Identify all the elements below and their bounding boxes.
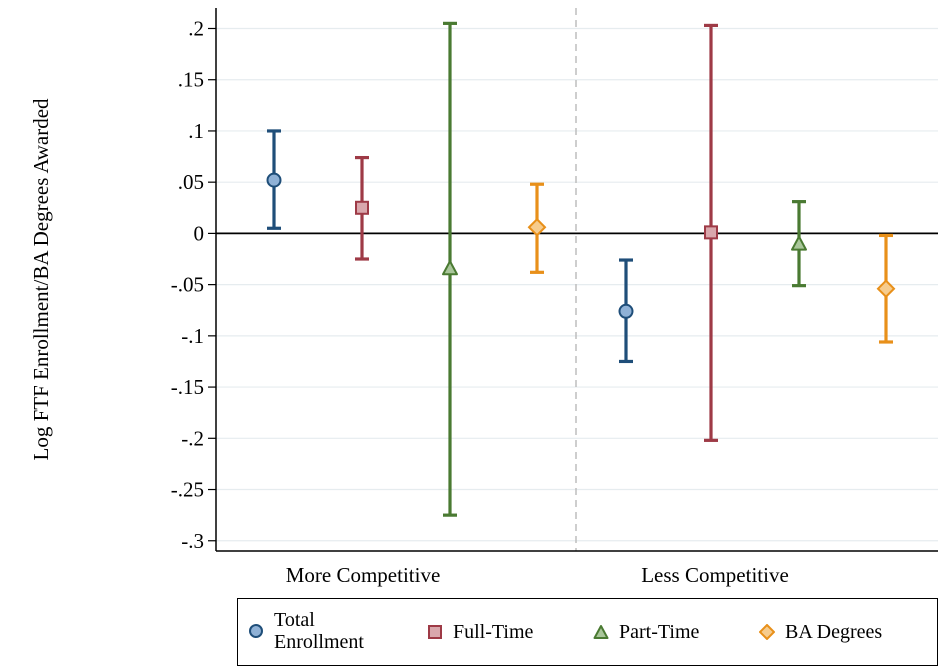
y-tick-label: -.25 [171, 478, 204, 502]
y-tick-label: .1 [188, 119, 204, 143]
chart-area: .2 .15 .1 .05 0 -.05 -.1 -.15 -.2 -.25 -.3 More Com… [29, 8, 938, 587]
legend-label-line-1: Total [274, 609, 315, 631]
y-tick-label: -.3 [181, 529, 204, 553]
legend-item-full-time: Full-Time [427, 621, 533, 643]
point-marker-square [355, 200, 369, 215]
x-group-label: Less Competitive [641, 563, 789, 587]
point-marker-triangle [442, 260, 458, 276]
y-tick-label: -.15 [171, 375, 204, 399]
legend: Total Enrollment Full-Time Part-Time BA … [237, 598, 938, 666]
y-tick-label: .05 [178, 170, 204, 194]
legend-label-full-time: Full-Time [453, 621, 534, 643]
point-marker-diamond [527, 217, 547, 237]
legend-item-ba-degrees: BA Degrees [759, 621, 882, 643]
y-tick-label: 0 [194, 221, 205, 245]
legend-marker-circle-icon [248, 623, 264, 639]
y-tick-label: .15 [178, 68, 204, 92]
y-tick-label: .2 [188, 16, 204, 40]
point-marker-circle [266, 172, 282, 188]
legend-item-part-time: Part-Time [593, 621, 699, 643]
legend-label-ba-degrees: BA Degrees [785, 621, 883, 643]
x-group-label: More Competitive [286, 563, 441, 587]
legend-item-total-enrollment: Total Enrollment [248, 609, 364, 653]
y-tick-label: -.1 [181, 324, 204, 348]
y-axis-title: Log FTF Enrollment/BA Degrees Awarded [29, 98, 53, 461]
y-tick-label: -.05 [171, 273, 204, 297]
legend-label-line-2: Enrollment [274, 631, 364, 653]
point-marker-diamond [876, 279, 896, 299]
y-tick-label: -.2 [181, 426, 204, 450]
point-marker-circle [618, 303, 634, 319]
point-marker-triangle [791, 235, 807, 251]
legend-marker-triangle-icon [593, 624, 609, 640]
legend-marker-square-icon [427, 624, 443, 640]
point-marker-square [704, 225, 718, 240]
legend-label-total-enrollment: Total Enrollment [274, 609, 364, 653]
legend-marker-diamond-icon [759, 624, 775, 640]
legend-label-part-time: Part-Time [619, 621, 700, 643]
